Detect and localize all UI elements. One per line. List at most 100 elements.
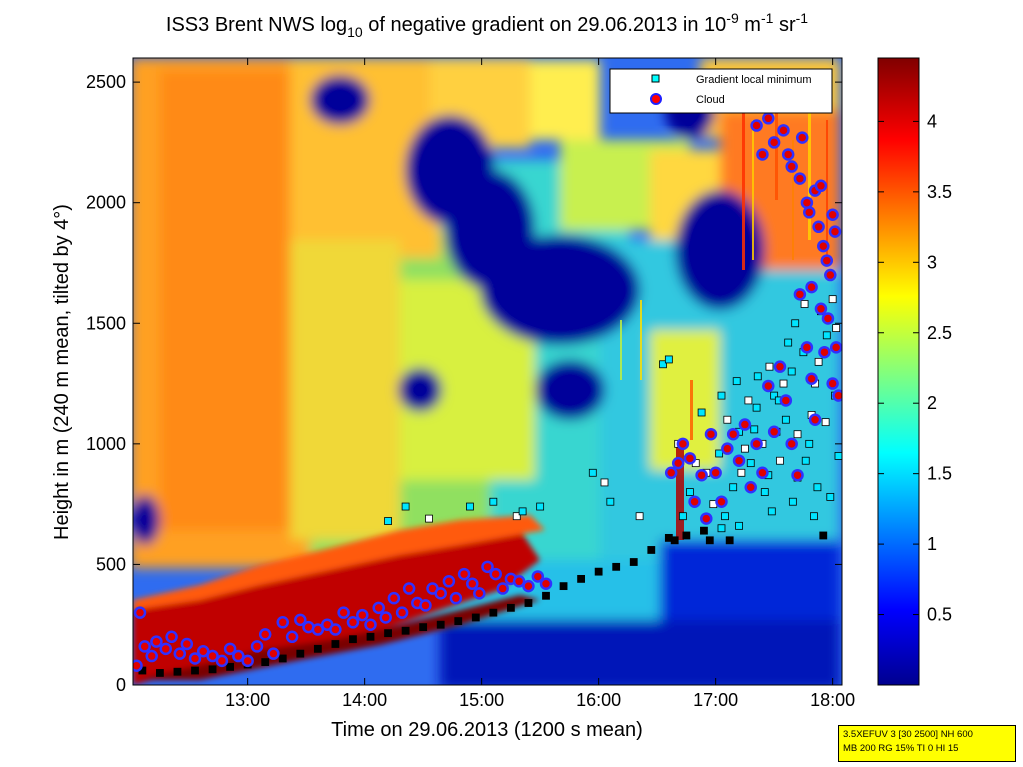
gradient-minimum-point <box>384 517 392 525</box>
y-tick-label: 1500 <box>86 313 126 333</box>
gradient-minimum-point <box>466 502 474 511</box>
y-axis-label: Height in m (240 m mean, tilted by 4°) <box>51 204 73 540</box>
colorbar-ticks: 0.5 1 1.5 2 2.5 3 3.5 4 <box>878 111 952 625</box>
cloud-point <box>539 577 553 590</box>
cloud-point <box>356 608 369 622</box>
gradient-minimum-point <box>828 295 837 304</box>
gradient-minimum-point <box>425 514 433 523</box>
cloud-point <box>512 575 526 588</box>
cloud-point <box>664 466 678 480</box>
gradient-minimum-point <box>635 512 644 521</box>
cloud-point <box>826 377 839 390</box>
gradient-minimum-point <box>779 379 788 388</box>
cloud-point <box>232 649 245 663</box>
y-axis-ticks: 0 500 1000 1500 2000 2500 <box>86 72 842 695</box>
colorbar-tick-label: 2 <box>927 393 937 413</box>
colorbar-tick-label: 0.5 <box>927 605 952 625</box>
gradient-minimum-point <box>826 492 835 501</box>
gradient-minimum-point <box>725 536 734 545</box>
cloud-point <box>294 613 307 627</box>
cloud-point <box>522 579 535 593</box>
cloud-point <box>196 644 210 658</box>
gradient-minimum-point <box>746 459 755 468</box>
colorbar-tick-label: 3 <box>927 252 937 272</box>
gradient-minimum-point <box>805 439 814 448</box>
x-axis-ticks: 13:00 14:00 15:00 16:00 17:00 18:00 <box>225 58 855 710</box>
heatmap-hole-6 <box>310 75 370 125</box>
cloud-point <box>133 606 147 619</box>
cloud-point <box>379 611 392 624</box>
cloud-point <box>206 649 219 663</box>
gradient-minimum-point <box>313 644 322 653</box>
cloud-point <box>795 131 809 144</box>
gradient-minimum-point <box>788 497 797 506</box>
heatmap-hole-5 <box>535 360 605 420</box>
cloud-point <box>779 394 793 407</box>
heatmap-hole-4 <box>398 368 442 412</box>
cloud-point <box>466 577 479 590</box>
cloud-point <box>449 591 463 605</box>
cloud-point <box>346 616 360 629</box>
cloud-point <box>165 630 178 644</box>
cloud-point <box>721 442 734 455</box>
cloud-point <box>756 466 769 480</box>
gradient-minimum-point <box>784 338 793 347</box>
cloud-point <box>767 425 781 439</box>
heatmap-hole-3 <box>480 235 640 345</box>
gradient-minimum-point <box>814 357 823 366</box>
y-tick-label: 2000 <box>86 193 126 213</box>
gradient-minimum-point <box>723 415 732 424</box>
gradient-minimum-point <box>331 640 340 648</box>
gradient-minimum-point <box>813 483 822 492</box>
cloud-point <box>364 618 377 631</box>
gradient-minimum-point <box>647 546 656 554</box>
colorbar-tick-label: 3.5 <box>927 182 952 202</box>
gradient-minimum-point <box>787 367 796 376</box>
colorbar-tick-label: 4 <box>927 111 937 131</box>
settings-box: 3.5XEFUV 3 [30 2500] NH 600 MB 200 RG 15… <box>838 725 1016 762</box>
cloud-point <box>738 418 752 431</box>
gradient-minimum-point <box>781 415 790 424</box>
cloud-point <box>215 654 229 668</box>
cloud-point <box>762 379 775 393</box>
gradient-minimum-point <box>384 629 392 638</box>
cloud-point <box>793 288 807 301</box>
cloud-point <box>808 413 822 426</box>
gradient-minimum-point <box>670 536 679 545</box>
cloud-point <box>700 512 713 525</box>
y-tick-label: 1000 <box>86 434 126 454</box>
heatmap-area <box>133 58 842 685</box>
heatmap-streaks <box>620 90 828 540</box>
cloud-point <box>821 312 835 325</box>
cloud-point <box>180 637 194 651</box>
gradient-minimum-point <box>664 355 673 364</box>
gradient-minimum-point <box>717 524 726 533</box>
settings-line-1: 3.5XEFUV 3 [30 2500] NH 600 <box>843 729 973 740</box>
cloud-point <box>188 652 202 665</box>
cloud-point <box>671 456 685 470</box>
gradient-minimum-point <box>454 617 463 625</box>
gradient-minimum-point <box>559 582 568 591</box>
cloud-point <box>785 437 798 451</box>
cloud-point <box>329 623 342 636</box>
gradient-minimum-point <box>767 507 776 516</box>
gradient-minimum-point <box>419 623 428 632</box>
gradient-minimum-point <box>524 599 533 607</box>
cloud-point <box>818 345 831 359</box>
legend: Gradient local minimum Cloud <box>609 68 833 114</box>
cloud-point <box>824 268 837 282</box>
gradient-minimum-point <box>489 497 498 506</box>
gradient-minimum-point <box>740 444 749 453</box>
gradient-minimum-point <box>732 377 741 386</box>
cloud-markers <box>133 99 842 672</box>
gradient-minimum-point <box>678 512 687 521</box>
gradient-minimum-point <box>800 300 809 308</box>
cloud-point <box>820 254 834 267</box>
gradient-minimum-point <box>512 512 521 521</box>
cloud-point <box>715 495 728 508</box>
gradient-minimum-point <box>686 488 694 496</box>
colorbar-tick-label: 1.5 <box>927 464 952 484</box>
chart-title: ISS3 Brent NWS log10 of negative gradien… <box>166 10 808 40</box>
plot-frame <box>132 57 843 686</box>
